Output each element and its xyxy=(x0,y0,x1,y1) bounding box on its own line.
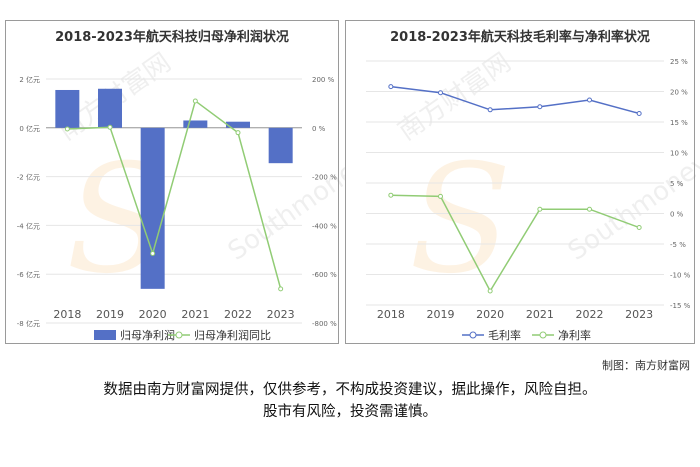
series-line xyxy=(390,194,640,293)
x-tick-label: 2019 xyxy=(427,308,455,321)
y-right-tick-label: -5 % xyxy=(670,241,686,249)
legend-marker xyxy=(469,331,477,339)
y-left-tick-label: -2 亿元 xyxy=(17,173,40,182)
y-right-tick-label: -15 % xyxy=(670,302,691,310)
chart2-title: 2018-2023年航天科技毛利率与净利率状况 xyxy=(390,30,650,45)
watermark-logo: S xyxy=(409,133,512,307)
legend-marker xyxy=(539,331,547,339)
x-tick-label: 2023 xyxy=(625,308,653,321)
bar xyxy=(183,120,208,128)
bar xyxy=(140,127,165,289)
y-left-tick-label: -4 亿元 xyxy=(17,221,40,230)
series-line xyxy=(67,99,282,290)
x-tick-label: 2023 xyxy=(267,308,295,321)
y-left-tick-label: -8 亿元 xyxy=(17,319,40,328)
x-tick-label: 2022 xyxy=(576,308,604,321)
line-point xyxy=(438,193,443,199)
line-point xyxy=(107,124,113,130)
y-right-tick-label: -800 % xyxy=(312,320,337,328)
chart1-title: 2018-2023年航天科技归母净利润状况 xyxy=(55,30,289,45)
y-right-tick-label: 20 % xyxy=(670,89,688,97)
line-point xyxy=(278,286,284,292)
disclaimer-line-2: 股市有风险，投资需谨慎。 xyxy=(263,404,437,420)
legend-marker xyxy=(175,331,183,339)
margin-chart-panel: 2018-2023年航天科技毛利率与净利率状况 南方财富网 Southmoney.… xyxy=(345,20,700,344)
y-right-tick-label: 10 % xyxy=(670,150,688,158)
disclaimer-line-1: 数据由南方财富网提供，仅供参考，不构成投资建议，据此操作，风险自担。 xyxy=(103,382,597,398)
bar xyxy=(55,89,80,128)
line-point xyxy=(537,104,543,110)
line-point xyxy=(537,206,543,212)
x-tick-label: 2020 xyxy=(139,308,167,321)
legend-label: 净利率 xyxy=(558,328,591,342)
y-right-tick-label: 0 % xyxy=(312,125,326,133)
y-right-tick-label: 5 % xyxy=(670,180,684,188)
line-point xyxy=(587,206,592,212)
line-point xyxy=(487,107,493,113)
y-right-tick-label: -10 % xyxy=(670,272,691,280)
x-tick-label: 2020 xyxy=(476,308,504,321)
y-right-tick-label: 25 % xyxy=(670,58,688,66)
x-tick-label: 2018 xyxy=(53,308,81,321)
line-point xyxy=(636,110,642,116)
line-point xyxy=(388,84,394,90)
line-point xyxy=(192,98,198,104)
x-tick-label: 2021 xyxy=(526,308,554,321)
line-point xyxy=(388,192,394,198)
y-right-tick-label: 200 % xyxy=(312,76,335,84)
y-right-tick-label: -600 % xyxy=(312,271,337,279)
legend-swatch-bar xyxy=(94,330,116,340)
bar xyxy=(268,127,293,164)
bar xyxy=(226,121,250,128)
legend-label: 毛利率 xyxy=(488,328,521,342)
legend-label: 归母净利润 xyxy=(120,328,175,342)
line-point xyxy=(64,126,70,132)
line-point xyxy=(235,130,241,136)
chart-credit: 制图：南方财富网 xyxy=(602,359,690,372)
line-point xyxy=(150,250,156,256)
y-right-tick-label: -400 % xyxy=(312,222,337,230)
y-left-tick-label: 2 亿元 xyxy=(19,75,40,84)
legend-label: 归母净利润同比 xyxy=(194,328,271,342)
x-tick-label: 2019 xyxy=(96,308,124,321)
net-profit-chart-panel: 2018-2023年航天科技归母净利润状况 南方财富网Southmoney.co… xyxy=(5,20,424,344)
y-right-tick-label: 0 % xyxy=(670,211,684,219)
y-left-tick-label: 0 亿元 xyxy=(19,124,40,133)
bar xyxy=(98,88,122,128)
x-tick-label: 2021 xyxy=(181,308,209,321)
line-point xyxy=(587,97,592,103)
line-point xyxy=(487,288,493,294)
y-left-tick-label: -6 亿元 xyxy=(17,270,40,279)
x-tick-label: 2022 xyxy=(224,308,252,321)
y-right-tick-label: 15 % xyxy=(670,119,688,127)
y-right-tick-label: -200 % xyxy=(312,174,337,182)
line-point xyxy=(438,90,443,96)
series-line xyxy=(390,85,640,115)
line-point xyxy=(636,225,642,231)
x-tick-label: 2018 xyxy=(377,308,405,321)
